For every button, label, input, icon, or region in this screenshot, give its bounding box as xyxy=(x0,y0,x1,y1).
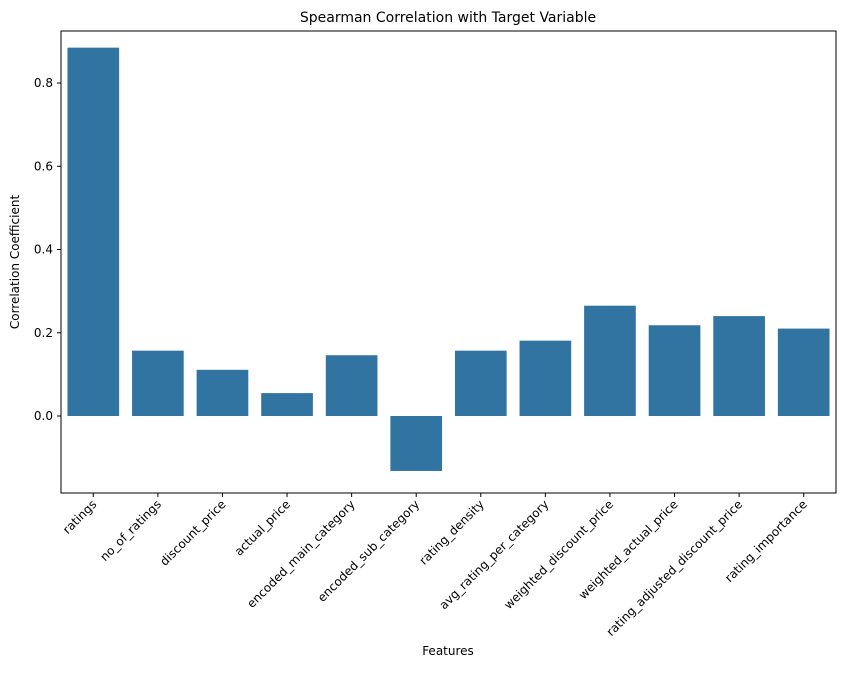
bar-ratings xyxy=(67,47,120,417)
bar-discount-price xyxy=(196,369,249,416)
bar-actual-price xyxy=(261,393,313,416)
y-tick-label: 0.6 xyxy=(34,159,53,173)
bar-avg-rating-per-category xyxy=(519,340,572,416)
bars-group xyxy=(67,47,830,471)
x-tick-label: rating_adjusted_discount_price xyxy=(604,497,746,639)
y-axis-title: Correlation Coefficient xyxy=(8,195,22,330)
bar-encoded-sub-category xyxy=(390,416,443,471)
y-tick-label: 0.0 xyxy=(34,409,53,423)
x-tick-label: avg_rating_per_category xyxy=(437,497,552,612)
bar-weighted-actual-price xyxy=(648,325,701,416)
x-tick-label: encoded_main_category xyxy=(244,497,358,611)
bar-encoded-main-category xyxy=(325,355,378,416)
x-tick-label: weighted_discount_price xyxy=(501,497,616,612)
x-axis-title: Features xyxy=(422,644,474,658)
y-tick-label: 0.4 xyxy=(34,243,53,257)
bar-rating-adjusted-discount-price xyxy=(713,316,765,416)
y-tick-label: 0.8 xyxy=(34,76,53,90)
x-tick-label: actual_price xyxy=(232,497,293,558)
x-tick-label: ratings xyxy=(60,497,99,536)
y-ticks-group: 0.0 0.2 0.4 0.6 0.8 xyxy=(34,76,61,423)
bar-rating-importance xyxy=(777,328,830,416)
x-tick-label: no_of_ratings xyxy=(97,497,164,564)
y-tick-label: 0.2 xyxy=(34,326,53,340)
bar-weighted-discount-price xyxy=(584,305,636,416)
x-tick-label: rating_density xyxy=(417,497,487,567)
bar-rating-density xyxy=(454,350,507,416)
chart-title: Spearman Correlation with Target Variabl… xyxy=(300,10,596,26)
x-tick-label: discount_price xyxy=(157,497,228,568)
bar-no-of-ratings xyxy=(132,350,184,416)
plot-frame xyxy=(60,30,837,494)
